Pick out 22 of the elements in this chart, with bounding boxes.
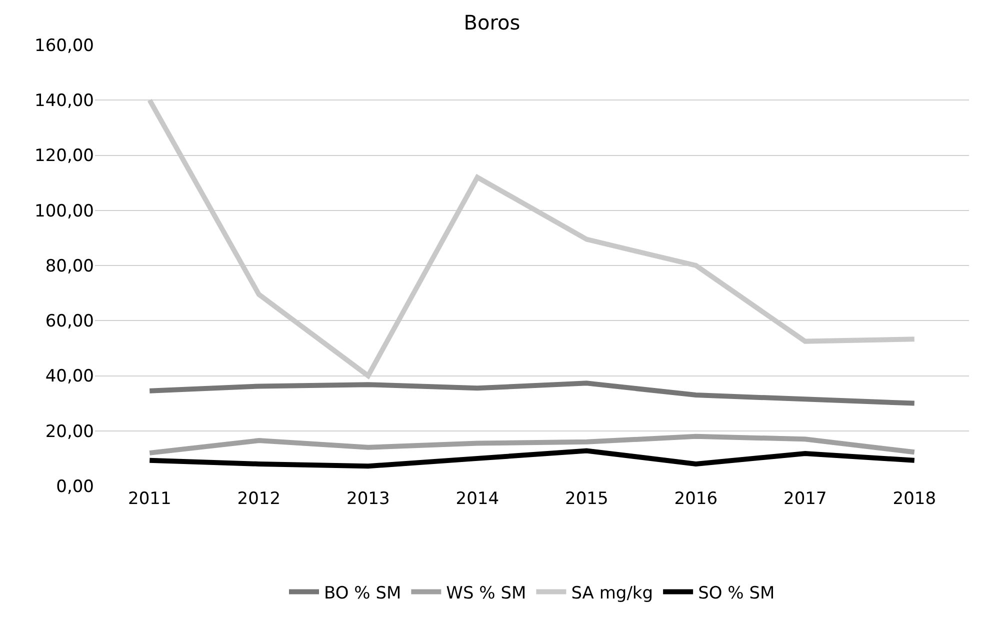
legend-label: SO % SM	[698, 583, 775, 604]
y-tick-label: 0,00	[56, 476, 94, 497]
y-tick-label: 160,00	[34, 36, 94, 56]
y-tick-label: 60,00	[45, 312, 94, 332]
y-tick-label: 80,00	[45, 256, 94, 276]
x-tick-label: 2015	[564, 489, 608, 509]
x-tick-label: 2013	[346, 489, 390, 509]
y-tick-label: 120,00	[34, 146, 94, 166]
y-tick-label: 40,00	[45, 366, 94, 387]
x-tick-label: 2016	[674, 489, 718, 509]
legend-label: BO % SM	[324, 583, 402, 604]
x-tick-label: 2011	[128, 489, 172, 509]
y-tick-label: 20,00	[45, 422, 94, 442]
x-tick-label: 2014	[456, 489, 500, 509]
chart-title: Boros	[464, 10, 520, 35]
legend-label: SA mg/kg	[571, 583, 654, 604]
x-tick-label: 2012	[237, 489, 281, 509]
y-tick-label: 100,00	[34, 201, 94, 222]
legend-label: WS % SM	[446, 583, 526, 604]
y-tick-label: 140,00	[34, 91, 94, 112]
x-tick-label: 2018	[892, 489, 936, 509]
x-tick-label: 2017	[783, 489, 827, 509]
